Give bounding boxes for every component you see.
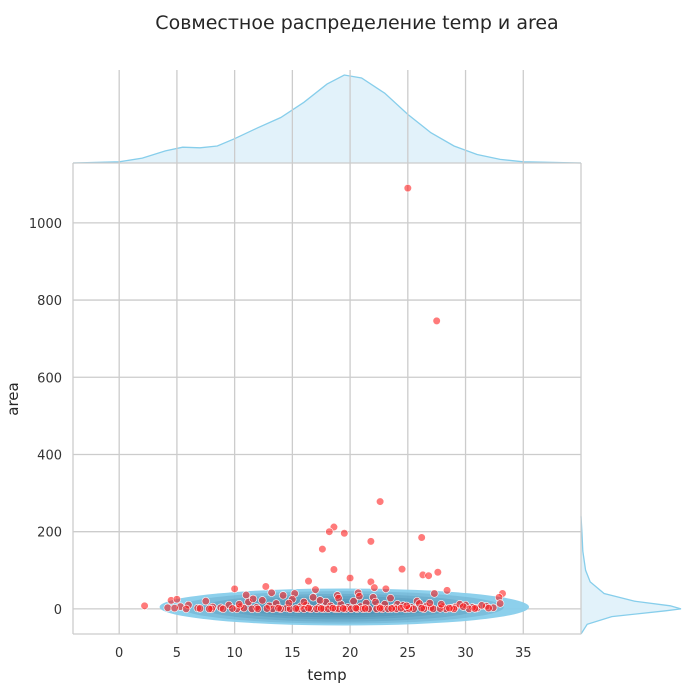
scatter-point — [470, 604, 479, 613]
scatter-point — [170, 604, 179, 613]
axes — [72, 162, 582, 635]
scatter-point — [376, 604, 385, 613]
x-tick-label: 10 — [226, 646, 243, 661]
scatter-point — [253, 604, 262, 614]
grid-lines — [73, 70, 581, 634]
marginal-y-density — [580, 516, 682, 635]
scatter-point — [230, 584, 239, 593]
scatter-point — [484, 604, 493, 613]
scatter-point — [355, 592, 364, 601]
scatter-point — [182, 604, 191, 614]
scatter-point — [345, 573, 355, 583]
x-tick-label: 15 — [284, 646, 301, 661]
scatter-point — [361, 604, 370, 613]
scatter-point — [351, 604, 360, 613]
scatter-point — [172, 595, 182, 604]
scatter-point — [376, 497, 385, 506]
scatter-point — [201, 597, 210, 606]
x-tick-label: 5 — [173, 646, 181, 661]
scatter-point — [218, 604, 228, 614]
scatter-point — [442, 586, 452, 595]
scatter-point — [317, 604, 326, 613]
scatter-point — [328, 604, 337, 613]
scatter-point — [432, 316, 441, 326]
tick-labels: 0 5 10 15 20 25 30 35 0 200 400 600 800 1000 — [29, 217, 532, 661]
x-tick-label: 35 — [515, 646, 532, 661]
scatter-point — [258, 596, 267, 605]
scatter-point — [424, 571, 433, 580]
y-axis-title: area — [4, 382, 22, 415]
scatter-point — [262, 604, 272, 613]
marginal-x-density — [72, 74, 582, 164]
scatter-point — [329, 565, 339, 574]
scatter-points — [140, 183, 507, 614]
scatter-point — [274, 604, 283, 613]
scatter-point — [299, 597, 309, 607]
scatter-point — [304, 577, 313, 586]
scatter-point — [370, 583, 379, 592]
marginal-y-fill — [581, 516, 681, 634]
scatter-point — [235, 600, 244, 609]
scatter-point — [425, 599, 434, 608]
scatter-point — [340, 529, 349, 538]
x-tick-label: 30 — [457, 646, 474, 661]
scatter-point — [309, 593, 318, 602]
scatter-point — [291, 604, 300, 613]
scatter-point — [445, 604, 454, 613]
chart-title: Совместное распределение temp и area — [155, 12, 558, 34]
scatter-point — [386, 593, 395, 603]
scatter-point — [195, 604, 205, 613]
marginal-y-line — [580, 516, 682, 635]
scatter-point — [318, 544, 327, 554]
scatter-point — [140, 601, 149, 610]
scatter-point — [325, 527, 334, 536]
scatter-point — [284, 599, 294, 608]
x-axis-title: temp — [307, 666, 346, 684]
scatter-point — [339, 604, 348, 613]
y-tick-label: 400 — [37, 448, 62, 463]
scatter-point — [304, 604, 313, 613]
scatter-point — [334, 593, 343, 603]
scatter-point — [417, 533, 426, 542]
scatter-point — [311, 585, 320, 594]
scatter-point — [279, 591, 288, 600]
scatter-point — [459, 602, 468, 611]
scatter-point — [205, 604, 214, 614]
y-tick-label: 200 — [37, 526, 62, 541]
scatter-point — [397, 565, 407, 574]
y-tick-label: 0 — [54, 603, 62, 618]
x-tick-label: 25 — [400, 646, 417, 661]
scatter-point — [381, 584, 390, 593]
scatter-point — [496, 599, 505, 608]
x-tick-label: 0 — [115, 646, 123, 661]
scatter-point — [267, 588, 276, 597]
scatter-point — [366, 537, 375, 546]
scatter-point — [402, 601, 411, 610]
scatter-point — [249, 594, 258, 603]
scatter-point — [242, 590, 251, 600]
scatter-point — [371, 597, 380, 607]
x-tick-label: 20 — [342, 646, 359, 661]
scatter-point — [437, 600, 446, 609]
scatter-point — [430, 589, 439, 598]
scatter-point — [261, 582, 270, 591]
y-tick-label: 800 — [37, 294, 62, 309]
scatter-point — [417, 604, 426, 613]
marginal-x-fill — [73, 75, 581, 163]
scatter-point — [228, 604, 237, 613]
scatter-point — [403, 183, 412, 193]
scatter-point — [387, 604, 396, 613]
y-tick-label: 600 — [37, 371, 62, 386]
scatter-point — [477, 601, 486, 610]
scatter-point — [433, 568, 442, 577]
y-tick-label: 1000 — [29, 217, 62, 232]
scatter-point — [315, 596, 325, 605]
scatter-point — [163, 603, 172, 612]
